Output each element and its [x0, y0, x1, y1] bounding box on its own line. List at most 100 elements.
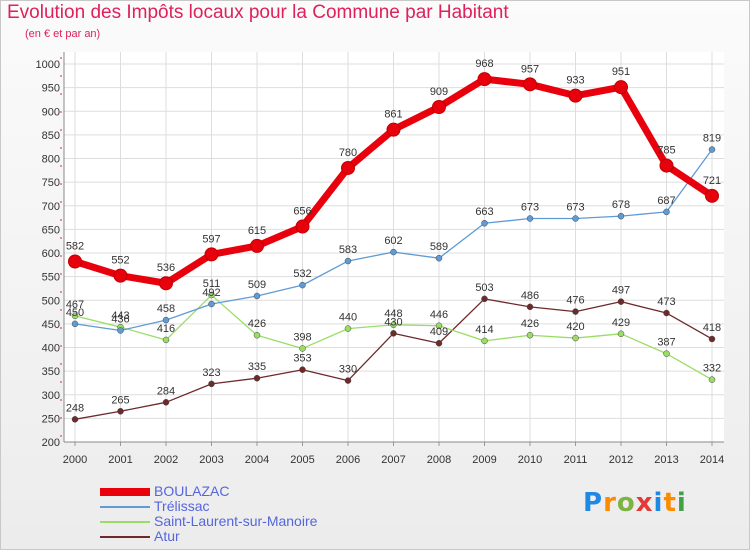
data-label-boulazac: 721 [703, 175, 721, 187]
y-tick-label: 550 [42, 272, 60, 284]
data-label-boulazac: 957 [521, 63, 539, 75]
legend-label-trelissac: Trélissac [154, 498, 210, 514]
point-boulazac [523, 77, 537, 92]
point-trelissac [663, 208, 670, 216]
point-saint-laurent-sur-manoire [663, 350, 670, 357]
point-boulazac [113, 268, 128, 283]
data-label-atur: 248 [66, 402, 84, 414]
data-label-saint-laurent-sur-manoire: 414 [475, 324, 493, 336]
point-trelissac [617, 212, 625, 220]
x-tick-label: 2014 [700, 454, 724, 466]
data-label-boulazac: 582 [66, 241, 84, 253]
x-tick-label: 2011 [564, 454, 588, 466]
data-label-atur: 330 [339, 364, 357, 376]
y-tick-label: 650 [42, 224, 60, 236]
data-label-saint-laurent-sur-manoire: 416 [157, 323, 175, 335]
point-atur [71, 416, 79, 423]
x-tick-label: 2001 [108, 454, 132, 466]
logo-letter: P [583, 488, 604, 518]
data-label-atur: 335 [248, 361, 266, 373]
point-atur [117, 408, 124, 415]
x-tick-label: 2009 [472, 454, 496, 466]
point-trelissac [344, 257, 352, 265]
point-atur [299, 366, 306, 373]
x-tick-label: 2002 [154, 454, 178, 466]
data-label-saint-laurent-sur-manoire: 443 [111, 310, 129, 322]
point-trelissac [708, 146, 716, 153]
data-label-saint-laurent-sur-manoire: 467 [66, 299, 84, 311]
point-trelissac [162, 316, 170, 324]
data-label-atur: 497 [612, 285, 630, 297]
data-label-atur: 418 [703, 322, 721, 334]
data-label-saint-laurent-sur-manoire: 448 [384, 308, 402, 320]
data-label-boulazac: 656 [293, 206, 311, 218]
x-tick-label: 2005 [290, 454, 314, 466]
y-tick-label: 350 [42, 366, 60, 378]
point-boulazac [705, 188, 719, 203]
data-label-atur: 503 [475, 282, 493, 294]
data-label-boulazac: 780 [339, 147, 357, 159]
data-label-trelissac: 589 [430, 241, 448, 253]
data-label-boulazac: 552 [111, 255, 129, 267]
point-saint-laurent-sur-manoire [299, 345, 306, 352]
point-trelissac [390, 248, 397, 256]
point-saint-laurent-sur-manoire [572, 334, 579, 342]
y-tick-label: 250 [42, 413, 60, 425]
point-atur [572, 308, 579, 315]
point-atur [208, 380, 215, 388]
point-trelissac [71, 320, 79, 328]
data-label-trelissac: 583 [339, 244, 357, 256]
point-trelissac [526, 215, 534, 222]
point-trelissac [435, 254, 443, 262]
logo-letter: t [663, 488, 677, 518]
y-tick-label: 1000 [36, 59, 60, 71]
y-tick-label: 500 [42, 295, 60, 307]
data-label-saint-laurent-sur-manoire: 429 [612, 317, 630, 329]
point-boulazac [159, 276, 173, 291]
y-tick-label: 750 [42, 177, 60, 189]
data-label-boulazac: 861 [384, 109, 402, 121]
point-boulazac [386, 122, 401, 137]
data-label-trelissac: 458 [157, 303, 175, 315]
point-boulazac [295, 219, 310, 234]
y-tick-label: 800 [42, 154, 60, 166]
point-boulazac [614, 80, 628, 95]
data-label-trelissac: 436 [111, 313, 129, 325]
data-label-trelissac: 602 [384, 235, 402, 247]
y-tick-label: 700 [42, 201, 60, 213]
y-tick-label: 600 [42, 248, 60, 260]
y-tick-label: 300 [42, 390, 60, 402]
x-tick-label: 2003 [199, 454, 223, 466]
point-saint-laurent-sur-manoire [617, 330, 625, 338]
data-label-saint-laurent-sur-manoire: 446 [430, 309, 448, 321]
point-saint-laurent-sur-manoire [71, 312, 79, 320]
point-trelissac [572, 215, 579, 222]
chart-title: Evolution des Impôts locaux pour la Comm… [7, 2, 509, 23]
point-saint-laurent-sur-manoire [526, 331, 534, 339]
logo-letter: x [635, 488, 654, 518]
point-saint-laurent-sur-manoire [435, 322, 443, 330]
data-label-atur: 430 [384, 316, 402, 328]
data-label-boulazac: 909 [430, 86, 448, 98]
logo-letter: i [676, 488, 687, 518]
y-tick-label: 850 [42, 130, 60, 142]
data-label-boulazac: 933 [566, 75, 584, 87]
data-label-saint-laurent-sur-manoire: 440 [339, 312, 357, 324]
logo-letter: o [616, 488, 636, 518]
proxiti-logo: Proxiti [583, 488, 687, 518]
x-tick-label: 2006 [336, 454, 360, 466]
point-trelissac [481, 219, 488, 227]
data-label-trelissac: 492 [202, 287, 220, 299]
data-label-saint-laurent-sur-manoire: 420 [566, 321, 584, 333]
data-label-saint-laurent-sur-manoire: 387 [657, 337, 675, 349]
legend-label-boulazac: BOULAZAC [154, 483, 230, 499]
legend-swatch-saint-laurent [100, 521, 150, 523]
point-atur [617, 298, 625, 305]
x-tick-label: 2000 [63, 454, 87, 466]
data-label-boulazac: 615 [248, 225, 266, 237]
point-trelissac [117, 327, 124, 334]
point-boulazac [568, 88, 583, 103]
data-label-atur: 284 [157, 385, 175, 397]
data-label-boulazac: 951 [612, 66, 630, 78]
x-tick-label: 2012 [609, 454, 633, 466]
